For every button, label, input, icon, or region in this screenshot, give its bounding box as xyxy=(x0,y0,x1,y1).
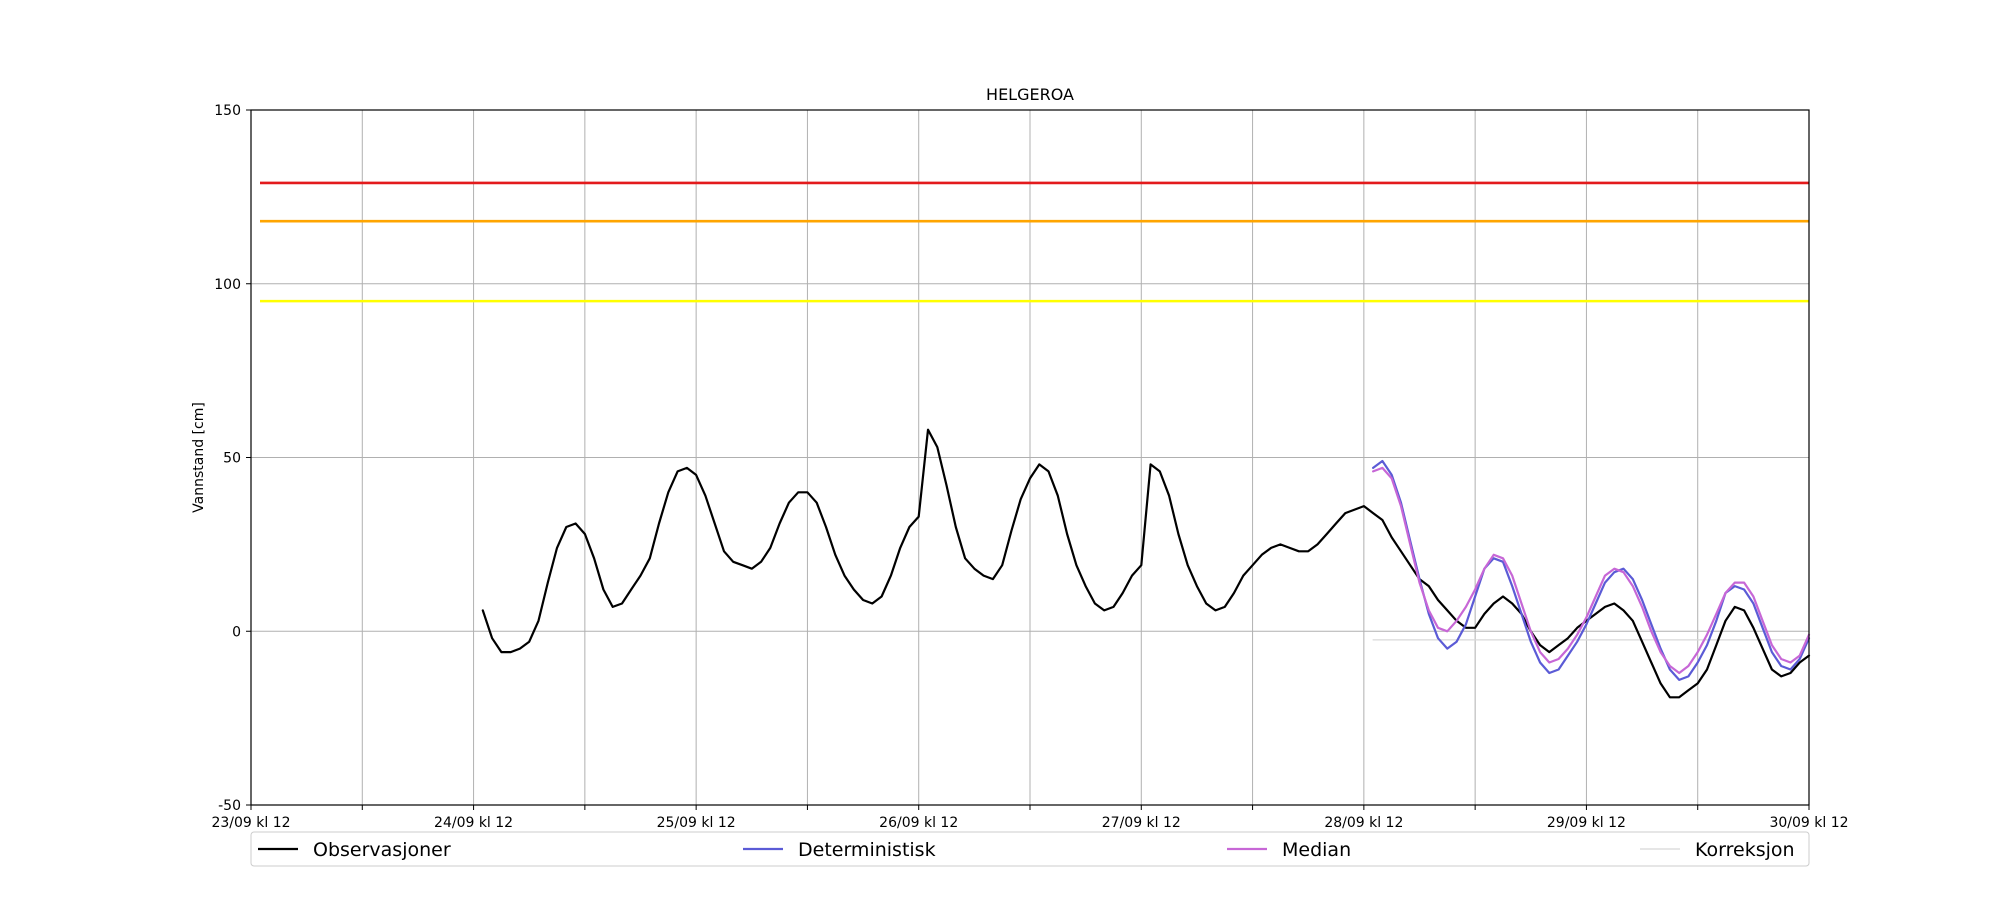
legend-items: Observasjoner Deterministisk Median Korreks… xyxy=(258,839,1795,861)
legend-label: Deterministisk xyxy=(798,839,936,861)
grid-layer xyxy=(251,110,1809,805)
legend-label: Observasjoner xyxy=(313,839,451,861)
threshold-layer xyxy=(260,181,1809,303)
y-tick-label: 50 xyxy=(223,451,241,467)
x-tick-label: 28/09 kl 12 xyxy=(1324,815,1403,831)
legend-label: Median xyxy=(1282,839,1351,861)
x-tick-label: 25/09 kl 12 xyxy=(657,815,736,831)
legend-label: Korreksjon xyxy=(1695,839,1795,861)
x-tick-label: 24/09 kl 12 xyxy=(434,815,513,831)
y-tick-label: -50 xyxy=(218,798,241,814)
axis-layer: 23/09 kl 12 24/09 kl 12 25/09 kl 12 26/09 k… xyxy=(211,103,1848,831)
y-tick-label: 100 xyxy=(214,277,241,293)
series-line-observasjoner xyxy=(481,428,1811,699)
legend: Observasjoner Deterministisk Median Korreks… xyxy=(250,831,1810,867)
series-layer xyxy=(481,428,1811,699)
chart-title: HELGEROA xyxy=(986,85,1074,104)
x-tick-label: 23/09 kl 12 xyxy=(211,815,290,831)
x-tick-label: 29/09 kl 12 xyxy=(1547,815,1626,831)
x-tick-label: 26/09 kl 12 xyxy=(879,815,958,831)
x-tick-label: 30/09 kl 12 xyxy=(1769,815,1848,831)
legend-frame xyxy=(250,831,1810,867)
y-axis-label: Vannstand [cm] xyxy=(191,402,207,513)
y-tick-label: 0 xyxy=(232,624,241,640)
series-line-deterministisk xyxy=(1371,459,1811,682)
series-line-median xyxy=(1371,466,1811,675)
y-tick-label: 150 xyxy=(214,103,241,119)
x-tick-label: 27/09 kl 12 xyxy=(1102,815,1181,831)
